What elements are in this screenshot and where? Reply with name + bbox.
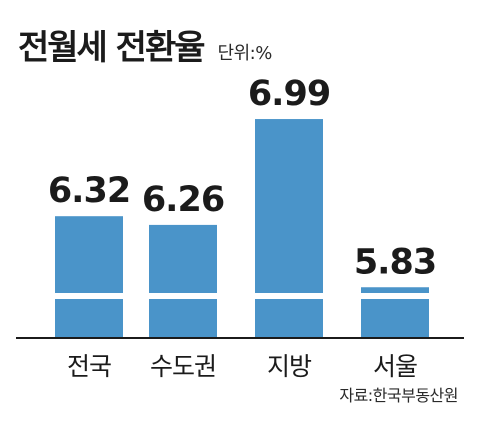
bar-2	[149, 224, 217, 338]
value-label-2: 6.26	[142, 180, 224, 220]
axis-break-3	[254, 293, 324, 299]
unit-label: 단위:%	[217, 43, 273, 64]
title-row: 전월세 전환율 단위:%	[18, 20, 272, 69]
category-label-2: 수도권	[150, 352, 216, 381]
axis-break-2	[148, 293, 218, 299]
chart-title: 전월세 전환율	[18, 28, 206, 68]
axis-break-1	[54, 293, 124, 299]
value-label-3: 6.99	[248, 74, 330, 114]
value-label-4: 5.83	[354, 242, 436, 282]
category-label-3: 지방	[267, 352, 312, 381]
bar-1	[55, 216, 123, 338]
category-label-1: 전국	[67, 352, 111, 381]
source-note: 자료:한국부동산원	[339, 386, 458, 405]
value-label-1: 6.32	[48, 171, 130, 211]
axis-break-4	[360, 293, 430, 299]
bar-3	[255, 119, 323, 338]
category-label-4: 서울	[373, 352, 417, 381]
